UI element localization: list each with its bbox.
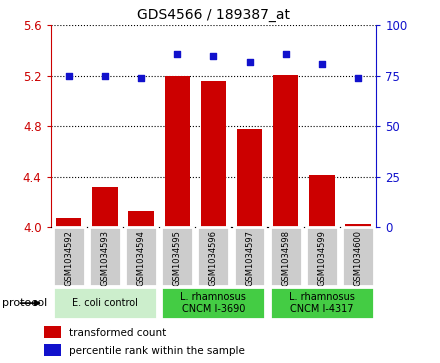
Bar bbox=[92, 187, 117, 227]
Text: GSM1034595: GSM1034595 bbox=[173, 230, 182, 286]
Text: protocol: protocol bbox=[2, 298, 48, 308]
FancyBboxPatch shape bbox=[53, 287, 157, 319]
Text: GSM1034596: GSM1034596 bbox=[209, 230, 218, 286]
Text: transformed count: transformed count bbox=[70, 327, 167, 338]
FancyBboxPatch shape bbox=[89, 228, 121, 286]
Point bbox=[246, 59, 253, 65]
Text: GSM1034594: GSM1034594 bbox=[136, 230, 146, 286]
Bar bbox=[165, 76, 190, 227]
FancyBboxPatch shape bbox=[161, 287, 265, 319]
FancyBboxPatch shape bbox=[161, 228, 193, 286]
FancyBboxPatch shape bbox=[306, 228, 338, 286]
FancyBboxPatch shape bbox=[234, 228, 265, 286]
Title: GDS4566 / 189387_at: GDS4566 / 189387_at bbox=[137, 8, 290, 22]
Point bbox=[174, 51, 181, 57]
Point bbox=[210, 53, 217, 58]
Text: GSM1034593: GSM1034593 bbox=[100, 230, 110, 286]
Text: GSM1034599: GSM1034599 bbox=[317, 230, 326, 286]
Bar bbox=[273, 74, 298, 227]
Bar bbox=[309, 175, 334, 227]
Text: L. rhamnosus
CNCM I-3690: L. rhamnosus CNCM I-3690 bbox=[180, 292, 246, 314]
Bar bbox=[56, 218, 81, 227]
FancyBboxPatch shape bbox=[342, 228, 374, 286]
Bar bbox=[237, 129, 262, 227]
Text: percentile rank within the sample: percentile rank within the sample bbox=[70, 346, 245, 356]
FancyBboxPatch shape bbox=[125, 228, 157, 286]
Text: GSM1034598: GSM1034598 bbox=[281, 230, 290, 286]
Bar bbox=[201, 81, 226, 227]
Text: L. rhamnosus
CNCM I-4317: L. rhamnosus CNCM I-4317 bbox=[289, 292, 355, 314]
Text: GSM1034592: GSM1034592 bbox=[64, 230, 73, 286]
Point bbox=[319, 61, 326, 66]
Point bbox=[355, 75, 362, 81]
Text: GSM1034597: GSM1034597 bbox=[245, 230, 254, 286]
FancyBboxPatch shape bbox=[53, 228, 84, 286]
Bar bbox=[345, 224, 371, 227]
Bar bbox=[44, 326, 62, 338]
Point bbox=[101, 73, 108, 79]
Bar bbox=[128, 211, 154, 227]
FancyBboxPatch shape bbox=[270, 287, 374, 319]
Point bbox=[138, 75, 145, 81]
Bar bbox=[44, 344, 62, 356]
Point bbox=[65, 73, 72, 79]
Text: GSM1034600: GSM1034600 bbox=[354, 230, 363, 286]
Text: E. coli control: E. coli control bbox=[72, 298, 138, 308]
FancyBboxPatch shape bbox=[270, 228, 302, 286]
Point bbox=[282, 51, 289, 57]
FancyBboxPatch shape bbox=[198, 228, 229, 286]
